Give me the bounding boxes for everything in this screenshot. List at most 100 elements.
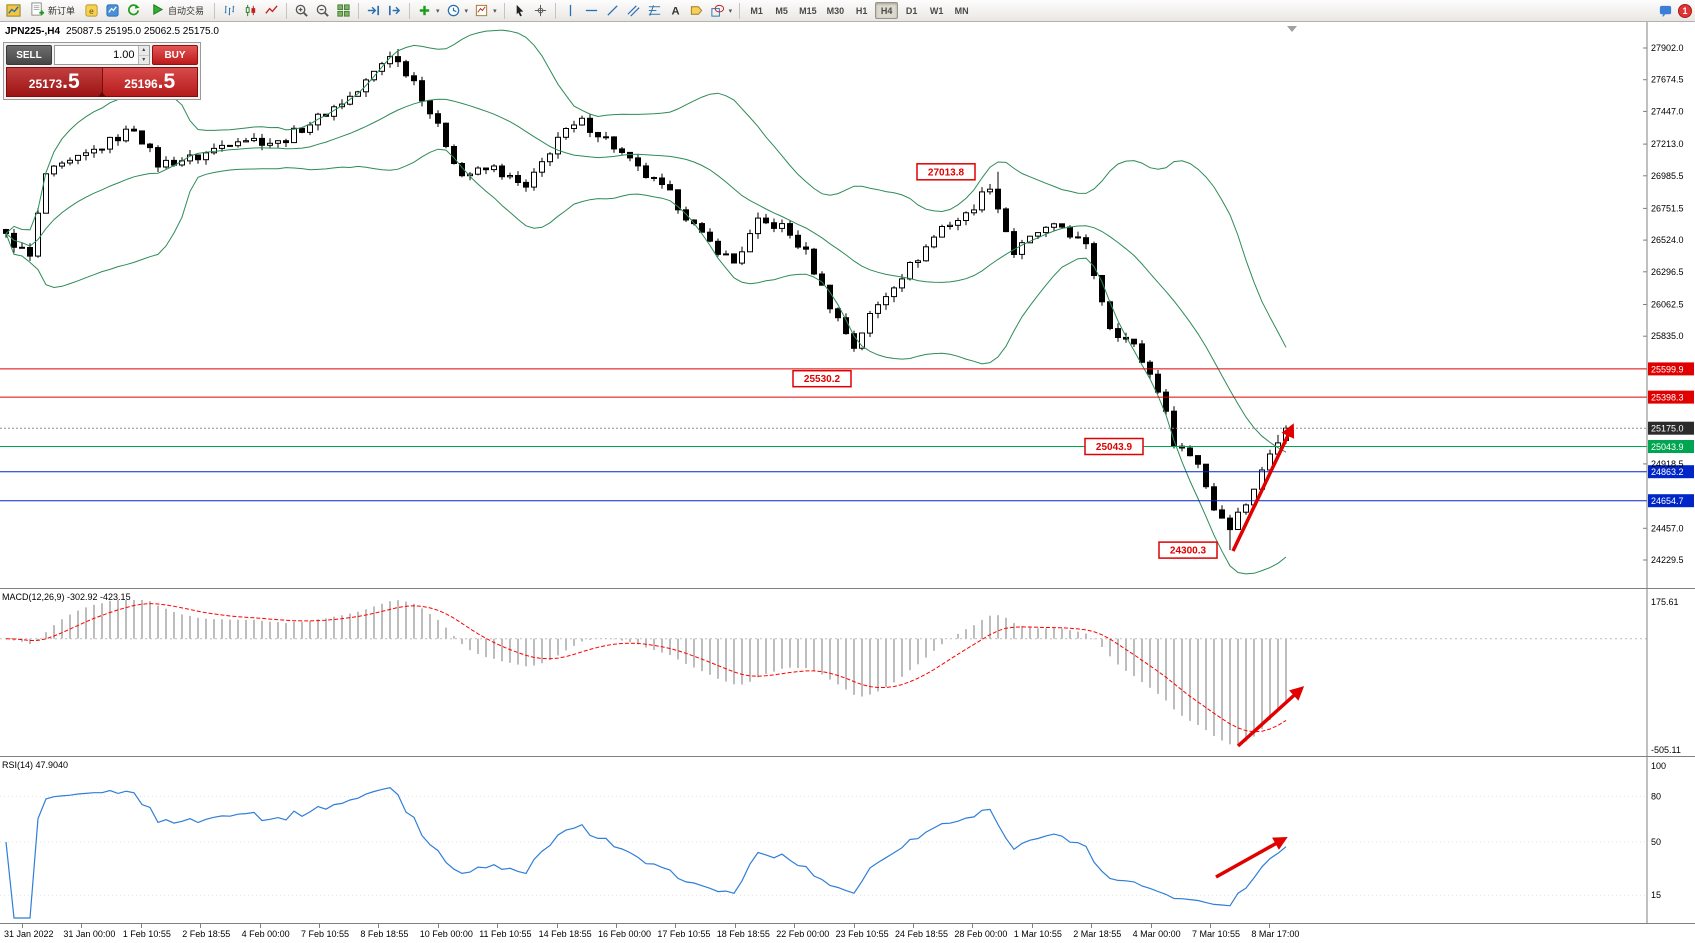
- refresh-icon[interactable]: [123, 1, 144, 20]
- timeframe-m30-button[interactable]: M30: [826, 5, 845, 16]
- rsi-level-label: 15: [1651, 890, 1661, 900]
- dropdown-caret-icon[interactable]: ▾: [436, 7, 440, 15]
- timeframe-m5-button[interactable]: M5: [775, 5, 788, 16]
- macd-signal-line: [5, 603, 1287, 733]
- time-axis[interactable]: 31 Jan 2022 31 Jan 00:00 1 Feb 10:55 2 Feb …: [0, 923, 1695, 943]
- shapes-icon[interactable]: ▾: [707, 1, 736, 20]
- chart-shift-marker[interactable]: [1287, 26, 1297, 32]
- time-label: 4 Mar 00:00: [1132, 929, 1181, 939]
- volume-spinner: ▴ ▾: [137, 46, 149, 64]
- rsi-layer[interactable]: [0, 787, 1647, 919]
- time-tick: [734, 924, 736, 928]
- time-label: 1 Mar 10:55: [1013, 929, 1062, 939]
- channel-icon[interactable]: [623, 1, 644, 20]
- trend-arrow-3[interactable]: [1215, 836, 1288, 879]
- line-chart-icon[interactable]: [261, 1, 282, 20]
- rsi-indicator-label: RSI(14) 47.9040: [2, 760, 69, 770]
- notification-badge[interactable]: 1: [1678, 3, 1692, 18]
- timeframe-m15-button[interactable]: M15: [799, 5, 817, 16]
- volume-input[interactable]: [55, 46, 138, 64]
- time-label: 28 Feb 00:00: [954, 929, 1008, 939]
- timeframe-mn-button[interactable]: MN: [954, 5, 969, 16]
- time-label: 16 Feb 00:00: [598, 929, 652, 939]
- terminal-icon[interactable]: [102, 1, 123, 20]
- trendline-icon[interactable]: [602, 1, 623, 20]
- timeframe-m1-button[interactable]: M1: [750, 5, 763, 16]
- dropdown-caret-icon[interactable]: ▾: [464, 7, 469, 15]
- toolbar-separator: [554, 2, 556, 19]
- macd-layer[interactable]: [0, 600, 1647, 745]
- app-icon: [3, 1, 24, 20]
- annotation-box-25043.9[interactable]: [1084, 437, 1144, 456]
- price-axis-label: 26524.0: [1651, 235, 1684, 245]
- price-axis-layer[interactable]: 25599.9 25398.3 25175.0 25043.9 24863.2 24654…: [1643, 22, 1694, 923]
- svg-text:A: A: [671, 6, 679, 18]
- crosshair-icon[interactable]: [530, 1, 551, 20]
- main-toolbar: 新订单 e 自动交易 ▾ ▾ ▾ A ▾ M1 M5 M15 M30 H1 H4 D1 W1 MN 1: [0, 0, 1695, 22]
- dropdown-caret-icon[interactable]: ▾: [493, 7, 497, 15]
- timeframe-h1-button[interactable]: H1: [855, 5, 868, 16]
- time-label: 8 Mar 17:00: [1251, 929, 1300, 939]
- buy-price-display[interactable]: 25196.5: [101, 67, 198, 97]
- label-icon[interactable]: [686, 1, 707, 20]
- time-label: 23 Feb 10:55: [835, 929, 889, 939]
- annotation-box-24300.3[interactable]: [1158, 541, 1218, 559]
- zoom-out-icon[interactable]: [312, 1, 333, 20]
- annotations-layer[interactable]: 27013.8 25530.2 25043.9 24300.3: [792, 163, 1305, 879]
- periods-icon[interactable]: ▾: [443, 1, 472, 20]
- new-order-label: 新订单: [48, 6, 76, 16]
- timeframe-h4-button[interactable]: H4: [875, 2, 899, 19]
- cursor-icon[interactable]: [509, 1, 530, 20]
- trend-arrow-2[interactable]: [1236, 686, 1305, 748]
- vline-icon[interactable]: [560, 1, 581, 20]
- time-label: 4 Feb 00:00: [241, 929, 290, 939]
- dropdown-caret-icon[interactable]: ▾: [728, 7, 733, 15]
- tile-windows-icon[interactable]: [333, 1, 354, 20]
- time-label: 1 Feb 10:55: [122, 929, 171, 939]
- svg-text:27013.8: 27013.8: [928, 167, 965, 178]
- price-axis-label: 25835.0: [1651, 331, 1684, 341]
- time-label: 18 Feb 18:55: [716, 929, 770, 939]
- hline-icon[interactable]: [581, 1, 602, 20]
- new-order-button[interactable]: 新订单: [24, 1, 81, 20]
- sell-price-display[interactable]: 25173.5: [6, 67, 102, 97]
- macd-indicator-label: MACD(12,26,9) -302.92 -423.15: [2, 592, 131, 602]
- fibonacci-icon[interactable]: [644, 1, 665, 20]
- volume-up-button[interactable]: ▴: [138, 46, 149, 56]
- main-chart-layer[interactable]: [0, 26, 1647, 575]
- indicators-icon[interactable]: ▾: [414, 1, 443, 20]
- shift-chart-icon[interactable]: [384, 1, 405, 20]
- price-axis-label: 26985.5: [1651, 171, 1684, 181]
- timeframes-group: M1 M5 M15 M30 H1 H4 D1 W1 MN: [744, 2, 974, 19]
- timeframe-d1-button[interactable]: D1: [905, 5, 918, 16]
- metaeditor-icon[interactable]: e: [81, 1, 102, 20]
- price-tag-24654.7: [1648, 494, 1694, 508]
- bars-chart-icon[interactable]: [219, 1, 240, 20]
- toolbar-separator: [739, 2, 741, 19]
- messages-icon[interactable]: [1655, 1, 1676, 20]
- annotation-box-25530.2[interactable]: [792, 369, 852, 388]
- buy-button[interactable]: BUY: [152, 45, 198, 65]
- trend-arrow-1[interactable]: [1231, 423, 1295, 552]
- annotation-box-27013.8[interactable]: [916, 163, 976, 181]
- time-tick: [259, 924, 261, 928]
- text-icon[interactable]: A: [665, 1, 686, 20]
- autoscroll-icon[interactable]: [363, 1, 384, 20]
- time-tick: [200, 924, 202, 928]
- price-tag-25599.9: [1648, 362, 1694, 376]
- candles-chart-icon[interactable]: [240, 1, 261, 20]
- price-axis-label: 27213.0: [1651, 139, 1684, 149]
- time-label: 7 Mar 10:55: [1192, 929, 1241, 939]
- buy-price-main: 25196: [124, 77, 158, 91]
- timeframe-w1-button[interactable]: W1: [929, 5, 944, 16]
- time-tick: [675, 924, 677, 928]
- toolbar-separator: [214, 2, 216, 19]
- sell-price-pips: .5: [62, 70, 80, 93]
- zoom-in-icon[interactable]: [291, 1, 312, 20]
- autotrade-button[interactable]: 自动交易: [144, 1, 210, 20]
- templates-icon[interactable]: ▾: [471, 1, 500, 20]
- sell-button[interactable]: SELL: [6, 45, 52, 65]
- volume-down-button[interactable]: ▾: [138, 55, 149, 64]
- chart-title: JPN225-,H4 25087.5 25195.0 25062.5 25175.…: [5, 26, 219, 37]
